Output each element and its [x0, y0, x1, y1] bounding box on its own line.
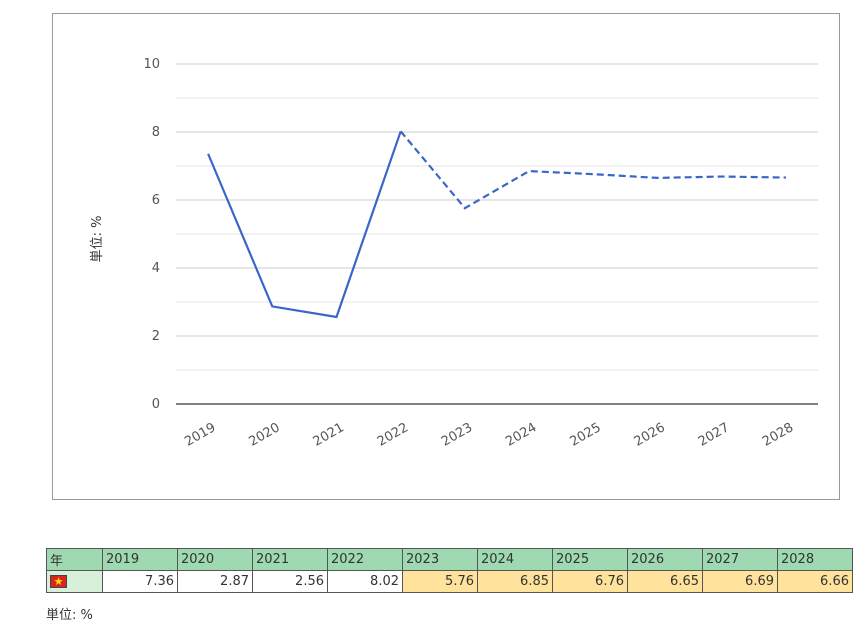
value-cell: 7.36 — [102, 570, 178, 593]
line-chart: 0 2 4 6 8 10 2019 2020 2021 2022 2023 2024 2025 2026 2… — [89, 57, 818, 450]
x-tick-label: 2027 — [696, 420, 732, 450]
year-header-cell: 2028 — [777, 548, 853, 571]
value-cell: 5.76 — [402, 570, 478, 593]
x-tick-label: 2028 — [760, 420, 796, 450]
value-cell: 6.66 — [777, 570, 853, 593]
year-header-cell: 2025 — [552, 548, 628, 571]
flag-cell: ★ — [46, 570, 103, 593]
value-cell: 2.56 — [252, 570, 328, 593]
x-tick-label: 2025 — [567, 420, 603, 450]
y-tick-label: 0 — [152, 397, 160, 412]
y-tick-label: 4 — [152, 261, 160, 276]
year-header-cell: 2020 — [177, 548, 253, 571]
x-tick-label: 2022 — [375, 420, 411, 450]
year-header-cell: 2023 — [402, 548, 478, 571]
y-tick-label: 10 — [143, 57, 160, 72]
chart-frame: 0 2 4 6 8 10 2019 2020 2021 2022 2023 2024 2025 2026 2… — [52, 13, 840, 500]
x-tick-label: 2021 — [311, 420, 347, 450]
year-header-cell: 2022 — [327, 548, 403, 571]
year-header-cell: 2027 — [702, 548, 778, 571]
y-axis-label: 単位: % — [89, 216, 105, 263]
value-cell: 6.76 — [552, 570, 628, 593]
value-cell: 6.85 — [477, 570, 553, 593]
year-header-cell: 2019 — [102, 548, 178, 571]
unit-note: 単位: % — [46, 608, 93, 623]
value-cell: 2.87 — [177, 570, 253, 593]
series-line-actual — [207, 130, 402, 319]
value-cell: 8.02 — [327, 570, 403, 593]
year-header-cell: 2021 — [252, 548, 328, 571]
y-tick-label: 2 — [152, 329, 160, 344]
year-header-cell: 年 — [46, 548, 103, 571]
year-header-cell: 2026 — [627, 548, 703, 571]
value-cell: 6.69 — [702, 570, 778, 593]
value-cell: 6.65 — [627, 570, 703, 593]
table-header-row: 年 2019 2020 2021 2022 2023 2024 2025 2026 2027 20… — [46, 548, 853, 571]
x-tick-label: 2020 — [246, 420, 282, 450]
y-tick-label: 8 — [152, 125, 160, 140]
year-header-cell: 2024 — [477, 548, 553, 571]
x-tick-label: 2023 — [439, 420, 475, 450]
table-values-row: ★ 7.36 2.87 2.56 8.02 5.76 6.85 6.76 6.65 6.69 6.… — [46, 570, 853, 593]
series-line-forecast — [399, 130, 786, 210]
vietnam-flag-icon: ★ — [50, 575, 67, 588]
data-table: 年 2019 2020 2021 2022 2023 2024 2025 2026 2027 20… — [46, 548, 853, 593]
y-tick-label: 6 — [152, 193, 160, 208]
x-tick-label: 2019 — [182, 420, 218, 450]
x-tick-label: 2026 — [632, 420, 668, 450]
x-tick-label: 2024 — [503, 420, 539, 450]
